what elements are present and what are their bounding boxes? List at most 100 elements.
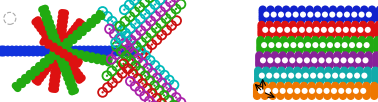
Circle shape: [357, 55, 365, 63]
Circle shape: [55, 60, 62, 68]
Circle shape: [274, 6, 282, 14]
Circle shape: [327, 36, 335, 44]
Circle shape: [70, 66, 77, 73]
Circle shape: [56, 26, 64, 33]
Circle shape: [56, 47, 64, 54]
Circle shape: [306, 27, 312, 33]
Circle shape: [61, 47, 68, 54]
Circle shape: [70, 37, 77, 44]
Circle shape: [342, 38, 350, 46]
Circle shape: [8, 45, 16, 53]
Circle shape: [313, 14, 322, 22]
Circle shape: [337, 15, 345, 24]
Circle shape: [150, 20, 152, 22]
Circle shape: [66, 51, 73, 59]
Circle shape: [55, 42, 62, 49]
Circle shape: [118, 49, 125, 57]
Circle shape: [351, 29, 359, 37]
Circle shape: [97, 45, 105, 53]
Circle shape: [268, 42, 274, 48]
Circle shape: [265, 21, 274, 29]
Circle shape: [348, 75, 356, 83]
Circle shape: [42, 26, 49, 34]
Circle shape: [253, 86, 261, 94]
Circle shape: [292, 88, 300, 96]
Circle shape: [69, 35, 76, 43]
Circle shape: [360, 12, 369, 20]
Circle shape: [331, 82, 339, 90]
Circle shape: [337, 14, 345, 22]
Circle shape: [263, 51, 271, 59]
Circle shape: [362, 82, 370, 90]
Circle shape: [329, 9, 337, 18]
Circle shape: [29, 47, 37, 55]
Circle shape: [0, 45, 7, 53]
Circle shape: [56, 22, 64, 29]
Circle shape: [311, 44, 319, 52]
Circle shape: [60, 22, 67, 30]
Circle shape: [285, 73, 294, 81]
Circle shape: [257, 25, 266, 33]
Circle shape: [315, 86, 324, 94]
Circle shape: [357, 53, 365, 61]
Circle shape: [108, 28, 111, 30]
Circle shape: [325, 55, 334, 63]
Circle shape: [53, 48, 61, 55]
Circle shape: [312, 29, 321, 37]
Circle shape: [49, 36, 56, 44]
Circle shape: [376, 9, 378, 18]
Circle shape: [289, 29, 297, 37]
Circle shape: [271, 61, 279, 69]
Circle shape: [71, 51, 79, 58]
Circle shape: [56, 56, 63, 63]
Circle shape: [99, 56, 107, 64]
Circle shape: [362, 90, 370, 98]
Circle shape: [257, 21, 266, 29]
Circle shape: [52, 55, 59, 63]
Circle shape: [270, 27, 276, 33]
Circle shape: [364, 57, 373, 66]
Circle shape: [375, 27, 378, 35]
Circle shape: [147, 67, 149, 69]
Circle shape: [48, 85, 56, 93]
Circle shape: [281, 23, 289, 31]
Circle shape: [313, 12, 322, 20]
Circle shape: [280, 36, 288, 44]
Circle shape: [60, 55, 67, 63]
Circle shape: [89, 21, 96, 28]
Circle shape: [355, 84, 363, 92]
Circle shape: [115, 47, 122, 55]
Circle shape: [343, 31, 352, 39]
Circle shape: [273, 29, 281, 37]
Circle shape: [303, 73, 309, 79]
Circle shape: [262, 27, 268, 33]
Circle shape: [56, 48, 64, 56]
Circle shape: [46, 38, 54, 46]
Circle shape: [50, 33, 57, 41]
Circle shape: [334, 42, 340, 48]
Circle shape: [304, 21, 313, 29]
Circle shape: [367, 21, 375, 29]
Circle shape: [77, 52, 85, 59]
Circle shape: [21, 49, 28, 57]
Circle shape: [273, 21, 281, 29]
Circle shape: [300, 86, 308, 94]
Circle shape: [358, 40, 366, 48]
Circle shape: [267, 57, 273, 63]
Circle shape: [68, 78, 76, 85]
Circle shape: [72, 30, 80, 37]
Circle shape: [356, 75, 364, 83]
Circle shape: [259, 9, 267, 18]
Circle shape: [347, 90, 355, 98]
Circle shape: [61, 52, 68, 60]
Circle shape: [280, 42, 288, 50]
Circle shape: [311, 42, 319, 50]
Circle shape: [341, 61, 349, 69]
Circle shape: [274, 7, 282, 16]
Circle shape: [322, 12, 328, 18]
Circle shape: [56, 47, 64, 54]
Circle shape: [139, 90, 141, 92]
Circle shape: [277, 73, 286, 81]
Circle shape: [296, 23, 305, 31]
Circle shape: [21, 74, 28, 81]
